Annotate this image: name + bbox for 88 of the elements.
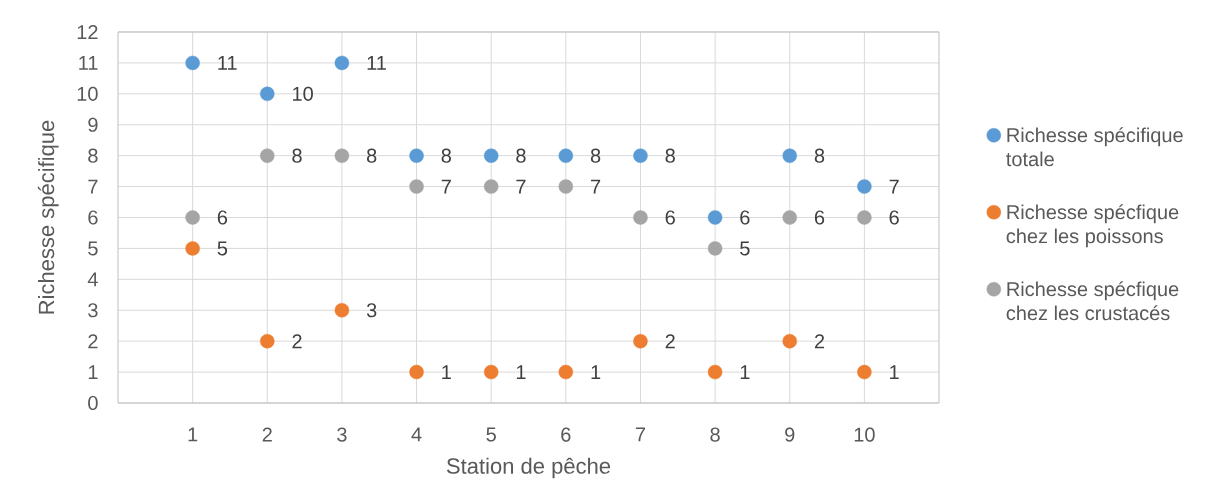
y-tick-label: 12 [77, 25, 98, 39]
x-tick-label: 3 [337, 427, 347, 442]
data-label: 1 [516, 365, 526, 379]
data-label: 10 [293, 86, 313, 101]
x-tick-label: 10 [854, 427, 875, 442]
y-tick-label: 0 [88, 395, 98, 411]
x-tick-label: 6 [561, 427, 571, 442]
point [260, 148, 275, 163]
point [633, 210, 648, 225]
point [782, 333, 797, 349]
point [558, 179, 574, 194]
data-label: 7 [591, 179, 601, 194]
point [857, 179, 872, 194]
point [185, 55, 200, 71]
data-label: 7 [516, 179, 526, 194]
data-label: 11 [367, 56, 386, 70]
point [633, 333, 648, 349]
point [707, 210, 723, 225]
data-label: 6 [814, 210, 825, 225]
data-label: 8 [292, 148, 302, 163]
point [483, 148, 499, 163]
point [260, 333, 275, 349]
y-tick-label: 11 [79, 56, 98, 70]
point [857, 364, 872, 380]
data-label: 6 [740, 210, 750, 225]
data-label: 6 [217, 210, 228, 225]
data-label: 11 [218, 56, 237, 70]
x-tick-label: 5 [486, 427, 496, 442]
data-label: 1 [442, 365, 451, 379]
data-label: 8 [665, 148, 675, 163]
point [483, 179, 499, 194]
y-tick-label: 10 [77, 86, 98, 101]
data-label: 2 [292, 334, 302, 349]
data-label: 2 [814, 334, 825, 349]
x-tick-label: 1 [188, 427, 198, 442]
data-label: 8 [814, 148, 825, 163]
x-tick-label: 7 [635, 427, 646, 442]
data-label: 5 [740, 241, 750, 256]
y-tick-label: 7 [88, 179, 98, 194]
y-tick-label: 2 [88, 334, 98, 349]
point [185, 210, 200, 225]
data-label: 5 [217, 241, 228, 256]
point [857, 210, 872, 225]
point [260, 86, 275, 102]
point [707, 241, 723, 256]
y-tick-label: 1 [88, 365, 98, 379]
point [409, 364, 424, 380]
point [334, 55, 350, 71]
point [707, 364, 723, 380]
data-label: 6 [889, 210, 899, 225]
y-axis-title: Richesse spécifique [37, 120, 59, 314]
data-label: 8 [590, 148, 601, 163]
point [558, 364, 574, 380]
point [558, 148, 574, 163]
data-label: 7 [441, 179, 451, 194]
y-tick-label: 6 [88, 210, 98, 225]
x-axis-title: Station de pêche [446, 457, 611, 479]
data-label: 6 [665, 210, 675, 225]
point [409, 148, 424, 163]
data-label: 1 [591, 365, 601, 379]
x-tick-label: 9 [785, 427, 795, 442]
data-label: 1 [890, 365, 899, 379]
y-tick-label: 5 [88, 241, 98, 256]
point [334, 303, 350, 318]
y-tick-label: 8 [88, 148, 98, 163]
y-tick-label: 3 [88, 303, 98, 318]
legend-label: Richesse spécifique totale [1006, 127, 1183, 167]
point [334, 148, 350, 163]
data-label: 3 [366, 303, 377, 318]
y-tick-label: 4 [87, 272, 98, 287]
legend-label: Richesse spécfique chez les poissons [1006, 204, 1179, 248]
legend-label: Richesse spécfique chez les crustacés [1006, 281, 1179, 321]
point [633, 148, 648, 163]
point [185, 241, 200, 256]
y-tick-label: 9 [88, 117, 98, 132]
point [483, 364, 499, 380]
data-label: 8 [441, 148, 451, 163]
x-tick-label: 4 [411, 427, 422, 442]
x-tick-label: 2 [262, 427, 272, 442]
data-label: 8 [366, 148, 377, 163]
data-label: 7 [889, 179, 899, 194]
point [782, 210, 797, 225]
data-label: 1 [740, 365, 750, 379]
point [409, 179, 424, 194]
data-label: 8 [516, 148, 526, 163]
x-tick-label: 8 [710, 427, 720, 442]
data-label: 2 [665, 334, 675, 349]
point [782, 148, 797, 163]
